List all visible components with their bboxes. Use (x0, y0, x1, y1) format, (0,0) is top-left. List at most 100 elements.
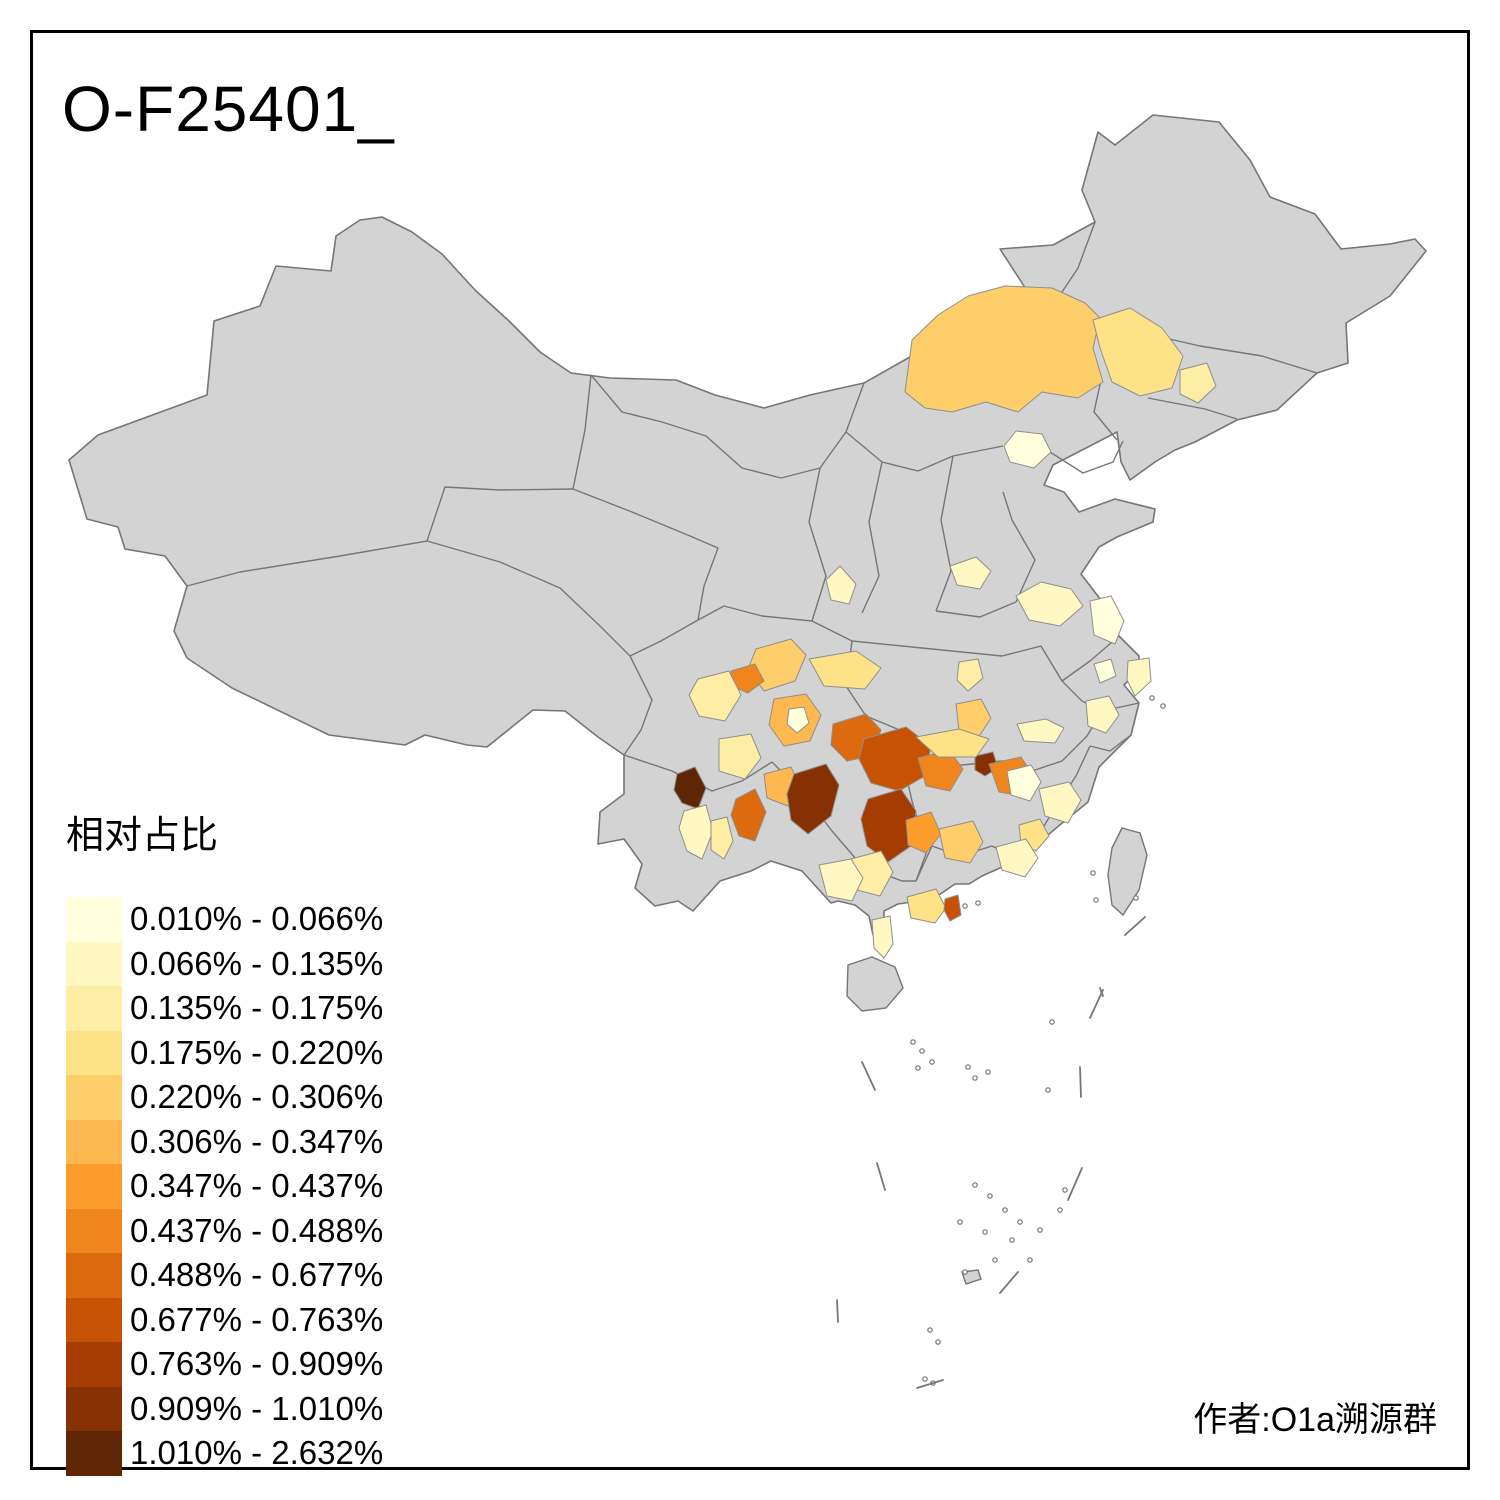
legend-label: 0.677% - 0.763% (130, 1300, 384, 1338)
prefecture-region (904, 285, 1104, 413)
legend: 相对占比 0.010% - 0.066% 0.066% - 0.135% 0.135… (66, 804, 383, 1476)
prefecture-region (1179, 362, 1217, 404)
island-speck (1009, 1237, 1015, 1243)
prefecture-region (1126, 657, 1152, 697)
island-speck (1037, 1227, 1043, 1233)
legend-swatch (66, 941, 122, 986)
island-speck (922, 1376, 928, 1382)
island-speck (992, 1257, 998, 1263)
island-speck (1049, 1019, 1055, 1025)
prefecture-region (858, 726, 932, 792)
island-speck (915, 1065, 921, 1071)
province-border (861, 461, 883, 614)
boundary-dash (836, 1299, 839, 1323)
prefecture-region (943, 894, 962, 922)
prefecture-region (995, 838, 1039, 878)
prefecture-region (1016, 718, 1065, 744)
legend-row: 0.677% - 0.763% (66, 1297, 384, 1342)
province-border (426, 486, 574, 542)
legend-row: 0.437% - 0.488% (66, 1208, 383, 1253)
island-speck (985, 1069, 991, 1075)
boundary-dash (1079, 1066, 1082, 1098)
legend-row: 1.010% - 2.632% (66, 1431, 383, 1476)
province-border (623, 754, 773, 792)
prefecture-region (710, 816, 734, 860)
island-speck (1027, 1257, 1033, 1263)
prefecture-region (956, 658, 984, 692)
boundary-dash (1089, 989, 1104, 1019)
province-border (623, 655, 653, 756)
prefecture-region (1085, 695, 1120, 734)
prefecture-region (1015, 581, 1084, 627)
island-speck (1062, 1187, 1068, 1193)
legend-label: 0.763% - 0.909% (130, 1345, 384, 1383)
island-speck (1133, 895, 1139, 901)
island-speck (965, 1064, 971, 1070)
legend-label: 0.175% - 0.220% (130, 1033, 384, 1071)
island-speck (1057, 1207, 1063, 1213)
prefecture-region (688, 670, 742, 722)
prefecture-region (1093, 658, 1117, 684)
legend-swatch (66, 1386, 122, 1431)
boundary-dash (1124, 916, 1146, 936)
prefecture-region (678, 804, 714, 860)
legend-row: 0.909% - 1.010% (66, 1386, 384, 1431)
prefecture-region (906, 888, 947, 924)
legend-swatch (66, 1253, 122, 1298)
province-border (1049, 440, 1124, 474)
boundary-dash (861, 1061, 876, 1091)
province-border (1089, 734, 1132, 752)
prefecture-region (718, 733, 762, 780)
prefecture-region (949, 556, 992, 590)
legend-label: 0.909% - 1.010% (130, 1389, 384, 1427)
province-border (1002, 491, 1036, 603)
province-border (845, 431, 1004, 472)
prefecture-region (1092, 307, 1184, 397)
province-border (697, 605, 813, 622)
legend-row: 0.135% - 0.175% (66, 986, 383, 1031)
legend-row: 0.010% - 0.066% (66, 897, 383, 942)
island-speck (1090, 870, 1096, 876)
legend-row: 0.306% - 0.347% (66, 1119, 383, 1164)
island-speck (982, 1229, 988, 1235)
province-border (590, 374, 865, 479)
island-speck (935, 1339, 941, 1345)
island-speck (1017, 1219, 1023, 1225)
legend-label: 0.220% - 0.306% (130, 1078, 384, 1116)
legend-label: 0.488% - 0.677% (130, 1256, 384, 1294)
island-speck (1002, 1207, 1008, 1213)
province-border (572, 488, 719, 549)
prefecture-region (786, 763, 840, 835)
legend-label: 0.347% - 0.437% (130, 1167, 384, 1205)
prefecture-region (808, 650, 882, 690)
province-border (572, 374, 592, 490)
island-speck (972, 1075, 978, 1081)
island-speck (957, 1219, 963, 1225)
prefecture-region (1038, 781, 1082, 824)
prefecture-region (871, 915, 894, 959)
figure-title: O-F25401_ (62, 73, 395, 145)
boundary-dash (1067, 1167, 1083, 1201)
attribution-text: 作者:O1a溯源群 (1193, 1401, 1437, 1439)
prefecture-region (955, 698, 992, 739)
prefecture-region (818, 858, 864, 902)
island-speck (1160, 703, 1166, 709)
island-speck (962, 903, 968, 909)
legend-row: 0.175% - 0.220% (66, 1030, 384, 1075)
prefecture-region (905, 811, 942, 854)
prefecture-region (1089, 595, 1125, 645)
legend-swatch (66, 1164, 122, 1209)
legend-swatch (66, 1342, 122, 1387)
province-border (808, 467, 827, 622)
boundary-dash (916, 1379, 944, 1389)
legend-title: 相对占比 (66, 815, 219, 857)
prefecture-region (730, 788, 767, 842)
legend-row: 0.347% - 0.437% (66, 1164, 383, 1209)
legend-swatch (66, 897, 122, 942)
island-speck (975, 900, 981, 906)
island-speck (910, 1039, 916, 1045)
legend-swatch (66, 1119, 122, 1164)
legend-swatch (66, 1297, 122, 1342)
legend-label: 1.010% - 2.632% (130, 1434, 384, 1472)
